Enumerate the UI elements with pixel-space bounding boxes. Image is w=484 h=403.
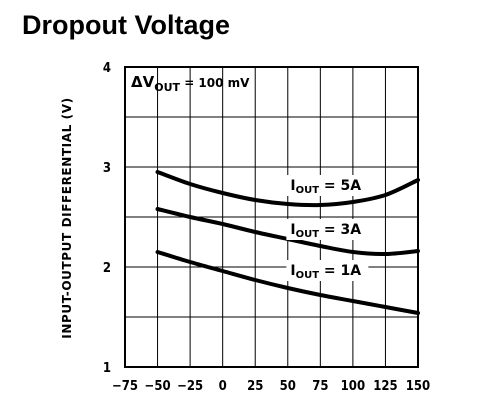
series-label-sub: OUT xyxy=(296,270,320,281)
series-label-suffix: = 3A xyxy=(319,222,361,238)
annotation-sub: OUT xyxy=(154,81,180,94)
series-label-bg-2 xyxy=(286,260,369,281)
y-tick-label: 3 xyxy=(103,161,111,176)
series-label-sub: OUT xyxy=(296,229,320,240)
y-tick-label: 4 xyxy=(103,61,111,76)
series-label-prefix: I xyxy=(290,263,295,279)
series-line-0 xyxy=(155,170,420,208)
x-tick-label: 0 xyxy=(219,379,227,394)
delta-vout-annotation: ΔVOUT = 100 mV xyxy=(131,73,250,94)
annotation-suffix: = 100 mV xyxy=(180,76,250,90)
series-label-1: IOUT = 3A xyxy=(290,222,361,240)
annotation-prefix: ΔV xyxy=(131,73,155,91)
grid xyxy=(125,67,418,367)
series-label-2: IOUT = 1A xyxy=(290,263,361,281)
x-tick-label: 150 xyxy=(406,379,430,394)
series-label-bg-0 xyxy=(286,175,369,196)
y-tick-label: 2 xyxy=(103,261,111,276)
series-line-2 xyxy=(155,250,420,315)
y-axis-label: INPUT-OUTPUT DIFFERENTIAL (V) xyxy=(60,97,74,338)
x-tick-label: −75 xyxy=(112,379,138,394)
series-label-prefix: I xyxy=(290,178,295,194)
x-tick-label: 100 xyxy=(341,379,365,394)
series-label-sub: OUT xyxy=(296,185,320,196)
plot-frame xyxy=(124,66,419,368)
tick-labels: −75 −50 −25 0 25 50 75 100 125 150 1 2 3 4 xyxy=(103,61,430,394)
x-tick-label: 50 xyxy=(280,379,296,394)
chart-title: Dropout Voltage xyxy=(22,10,230,40)
series-label-bg-1 xyxy=(286,219,369,240)
series-label-suffix: = 1A xyxy=(319,263,361,279)
series-label-prefix: I xyxy=(290,222,295,238)
series-label-0: IOUT = 5A xyxy=(290,178,361,196)
x-tick-label: −25 xyxy=(177,379,203,394)
x-tick-label: 25 xyxy=(247,379,263,394)
series-label-suffix: = 5A xyxy=(319,178,361,194)
y-tick-label: 1 xyxy=(103,361,111,376)
x-tick-label: 125 xyxy=(373,379,397,394)
x-tick-label: −50 xyxy=(145,379,171,394)
x-tick-label: 75 xyxy=(312,379,328,394)
